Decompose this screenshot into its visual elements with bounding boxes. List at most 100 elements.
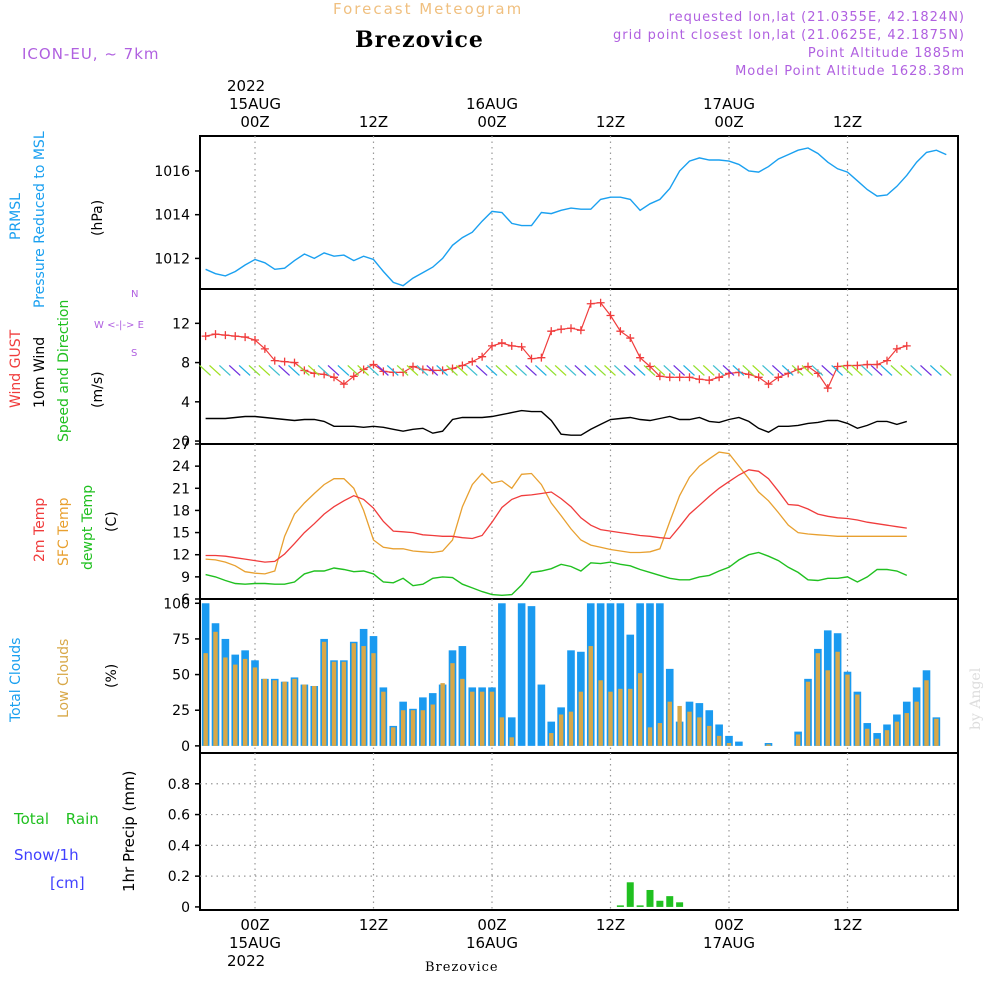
low-cloud-bar <box>282 681 287 746</box>
gust-marker <box>843 361 852 370</box>
wind-direction-arrow <box>890 364 903 376</box>
compass-we: W <-|-> E <box>94 320 144 331</box>
y-tick-label: 8 <box>181 356 190 372</box>
wind-direction-arrow <box>199 364 212 376</box>
low-cloud-bar <box>479 691 485 746</box>
gust-marker <box>873 360 882 369</box>
low-cloud-bar <box>914 701 919 746</box>
low-cloud-bar <box>726 743 732 746</box>
gust-marker <box>646 362 654 371</box>
bottom-date-label: 16AUG <box>466 934 518 952</box>
wind-direction-arrow <box>584 364 597 376</box>
wind-direction-arrow <box>337 364 350 376</box>
top-hour-label: 12Z <box>359 113 388 131</box>
y-tick-label: 0.2 <box>168 869 190 885</box>
low-cloud-bar <box>637 673 643 746</box>
rain-bar <box>666 896 674 907</box>
bottom-hour-label: 00Z <box>240 916 269 934</box>
wind-direction-arrow <box>850 364 863 376</box>
low-cloud-bar <box>697 717 702 746</box>
low-cloud-bar <box>874 738 880 746</box>
wind-direction-arrow <box>910 364 923 376</box>
gust-marker <box>665 373 674 382</box>
total-cloud-bar <box>498 603 506 746</box>
compass-n: N <box>131 289 139 300</box>
wind-direction-arrow <box>880 364 893 376</box>
compass-s: S <box>131 348 138 359</box>
rain-bar <box>636 905 644 907</box>
low-cloud-bar <box>410 710 416 746</box>
y-tick-label: 1014 <box>154 208 190 224</box>
low-cloud-bar <box>430 704 435 746</box>
total-cloud-bar <box>567 650 575 746</box>
gust-marker <box>270 356 279 365</box>
low-cloud-bar <box>924 680 929 746</box>
gust-marker <box>517 342 526 351</box>
low-cloud-bar <box>865 728 870 746</box>
wind-direction-arrow <box>623 364 636 376</box>
low-cloud-bar <box>598 680 603 746</box>
wind-direction-arrow <box>475 364 488 376</box>
bottom-location-label: Brezovice <box>425 960 499 975</box>
low-cloud-bar <box>568 711 574 746</box>
wind-direction-arrow <box>722 364 735 376</box>
gust-marker <box>369 360 378 369</box>
bottom-hour-label: 12Z <box>359 916 388 934</box>
gust-marker <box>339 380 348 389</box>
bottom-date-label: 15AUG <box>229 934 281 952</box>
top-date-label: 17AUG <box>703 95 755 113</box>
total-cloud-bar <box>735 741 743 746</box>
gust-marker <box>330 373 338 382</box>
low-cloud-bar <box>884 730 890 746</box>
low-cloud-bar <box>371 653 376 746</box>
gust-marker <box>251 336 259 345</box>
y-tick-label: 1016 <box>154 164 190 180</box>
top-date-label: 15AUG <box>229 95 281 113</box>
total-cloud-bar <box>606 603 615 746</box>
total-cloud-bar <box>527 606 536 746</box>
low-cloud-bar <box>687 711 692 746</box>
low-cloud-bar <box>252 667 258 746</box>
low-cloud-bar <box>341 661 347 746</box>
label-total-rain: Total Rain <box>14 810 99 828</box>
y-tick-label: 0.8 <box>168 777 190 793</box>
low-cloud-bar <box>489 691 495 746</box>
gust-marker <box>675 373 684 382</box>
gust-marker <box>576 326 585 335</box>
wind-direction-arrow <box>505 364 518 376</box>
gust-marker <box>853 361 862 370</box>
gust-marker <box>260 344 269 353</box>
wind-direction-arrow <box>781 364 794 376</box>
dewpt-series <box>205 551 908 597</box>
gust-marker <box>833 362 842 371</box>
low-cloud-bar <box>450 663 455 746</box>
gust-marker <box>636 353 645 362</box>
gust-marker <box>616 327 625 336</box>
wind-direction-arrow <box>574 364 587 376</box>
gust-marker <box>606 311 615 320</box>
wind-direction-arrow <box>939 364 952 376</box>
low-cloud-bar <box>292 678 297 746</box>
gust-marker <box>280 357 289 366</box>
gust-marker <box>695 375 704 384</box>
gust-marker <box>715 373 724 382</box>
gust-marker <box>290 358 299 367</box>
wind-direction-arrow <box>327 364 340 376</box>
gridpoint-coords: grid point closest lon,lat (21.0625E, 42… <box>613 28 965 43</box>
low-cloud-bar <box>558 714 564 746</box>
low-cloud-bar <box>835 651 840 746</box>
low-cloud-bar <box>272 680 277 746</box>
total-cloud-bar <box>616 603 625 746</box>
total-cloud-bar <box>656 603 664 746</box>
total-cloud-bar <box>517 603 526 746</box>
total-cloud-bar <box>507 717 516 746</box>
wind-direction-arrow <box>831 364 844 376</box>
low-cloud-bar <box>815 653 821 746</box>
wind-direction-arrow <box>742 364 755 376</box>
wind-direction-arrow <box>376 364 389 376</box>
gust-marker <box>557 325 566 334</box>
low-cloud-bar <box>499 717 505 746</box>
low-cloud-bar <box>825 670 830 746</box>
wind-direction-arrow <box>436 364 449 376</box>
gust-marker <box>596 298 605 307</box>
